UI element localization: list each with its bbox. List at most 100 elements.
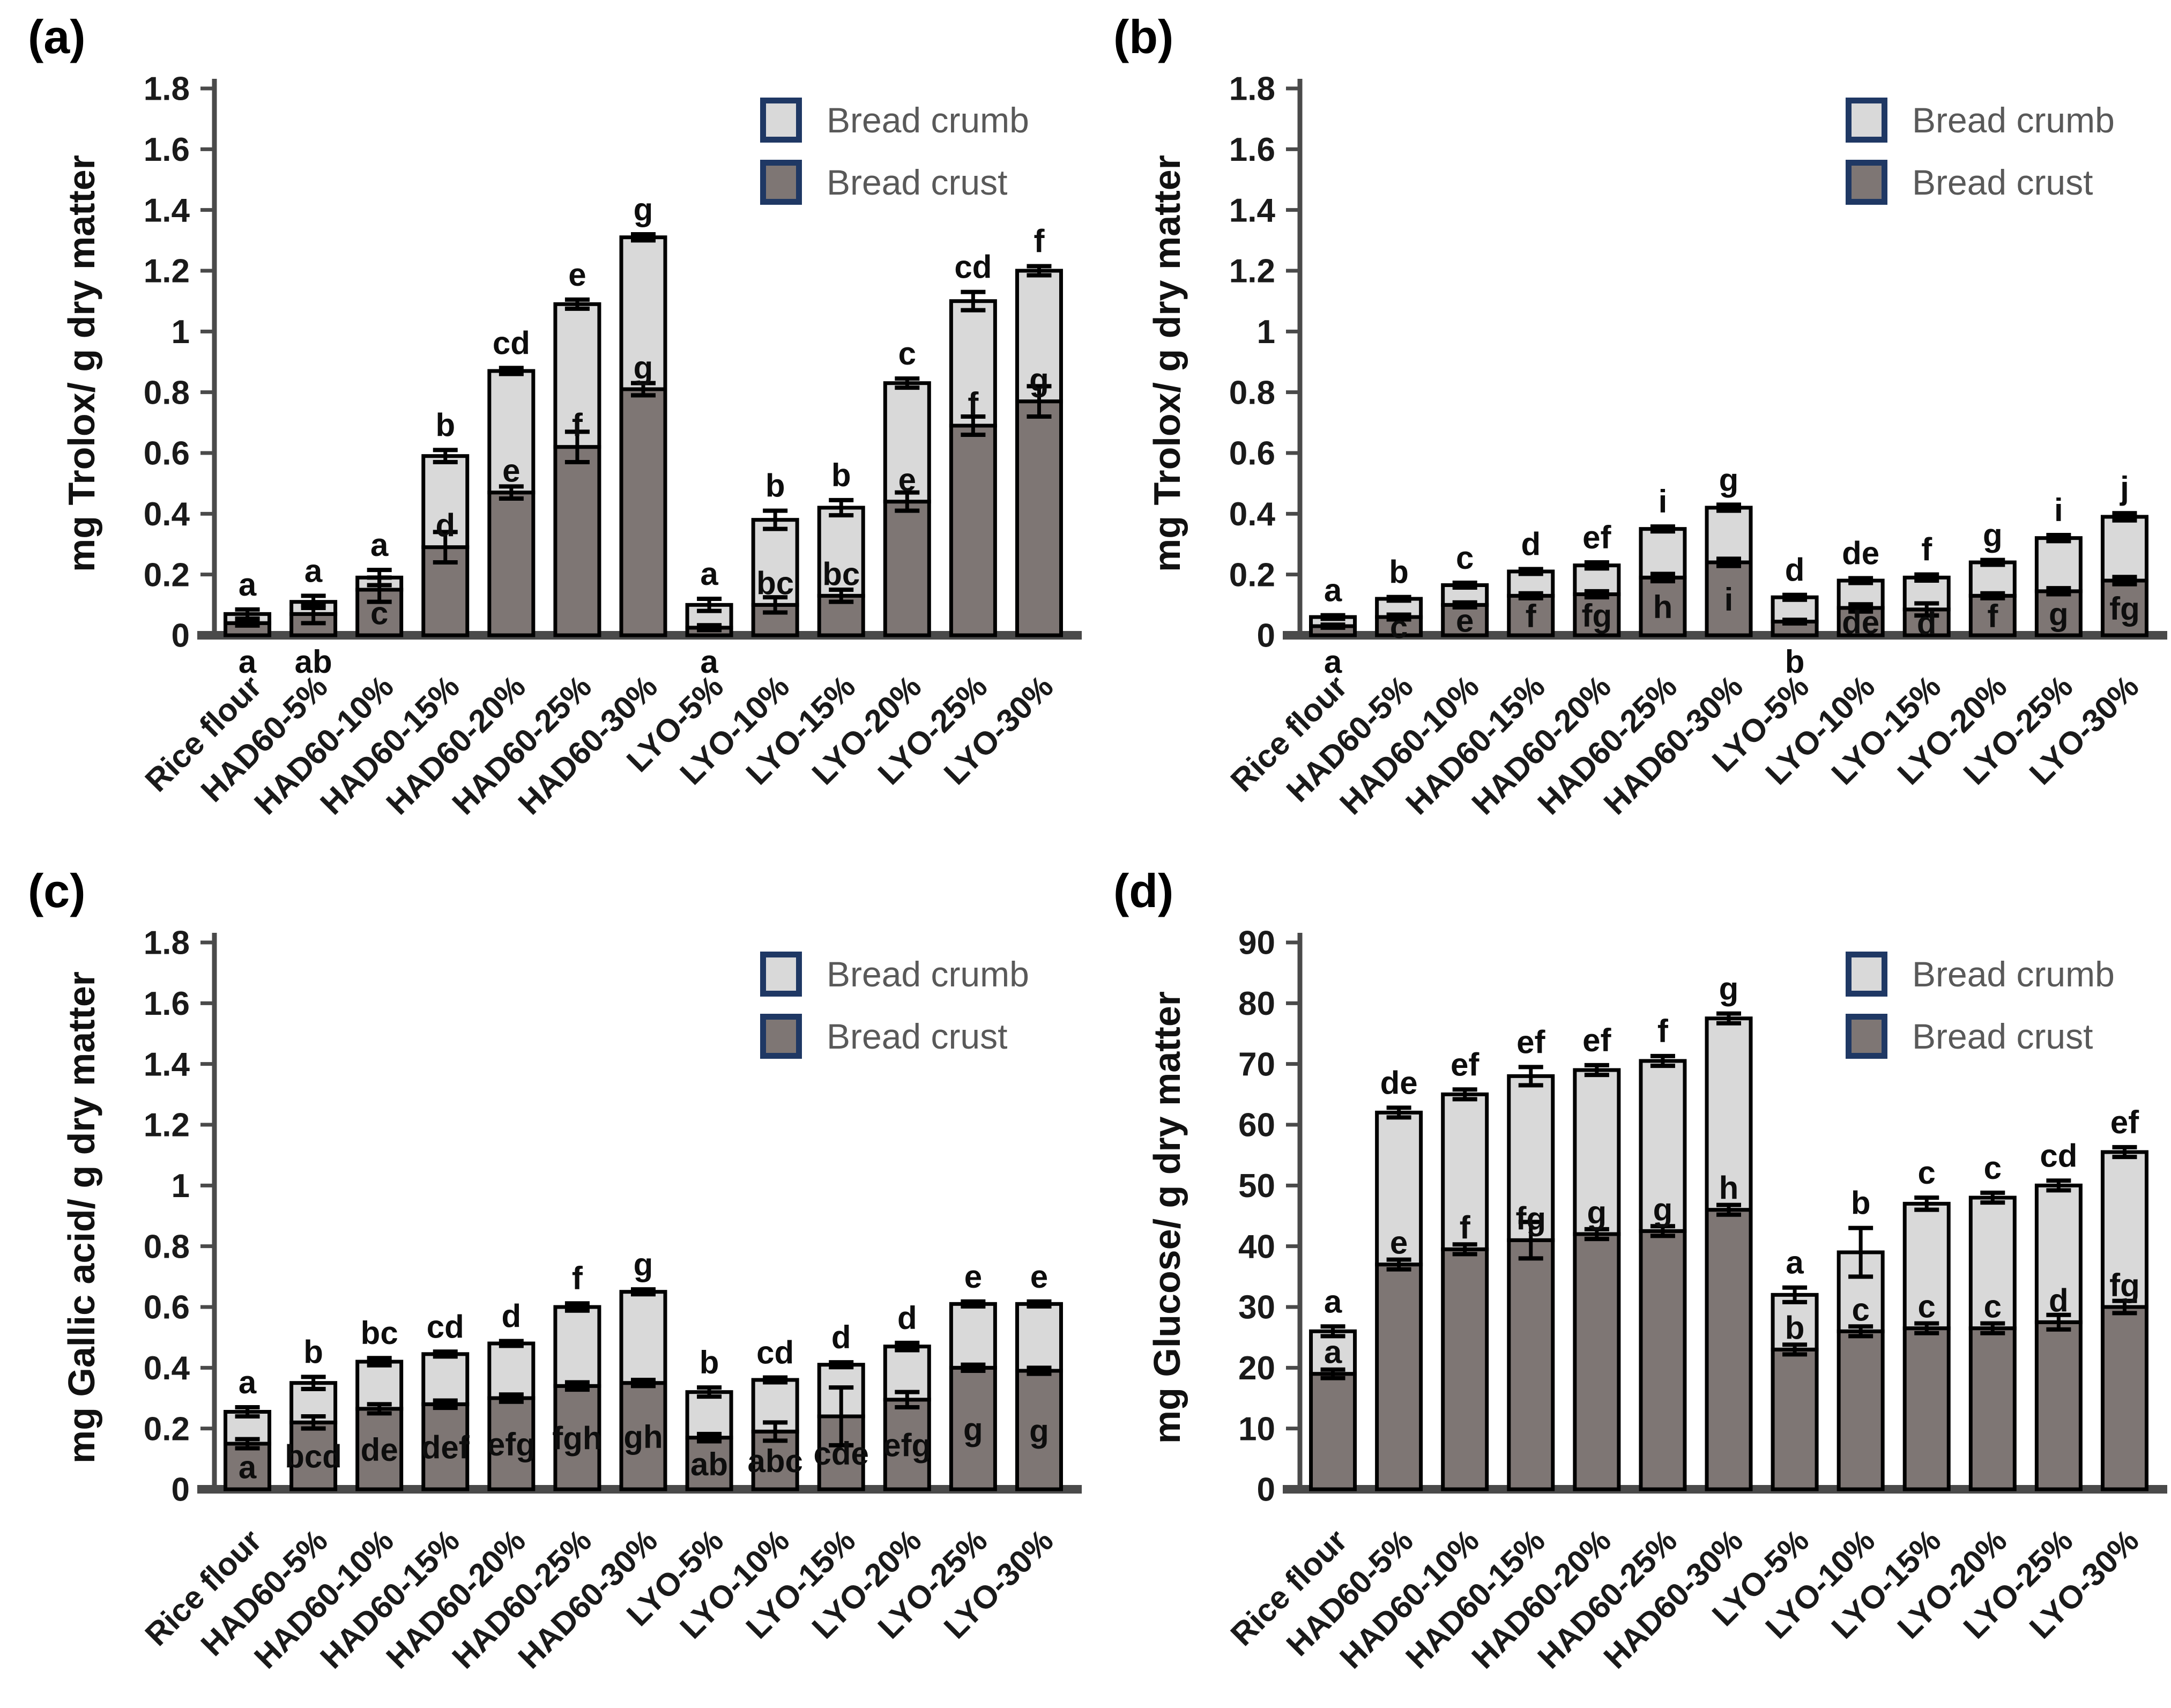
bar-segment-crust — [1375, 615, 1423, 637]
y-tick-label: 30 — [1238, 1289, 1275, 1326]
total-letter: b — [303, 1334, 323, 1370]
bar-segment-crust — [1771, 620, 1819, 637]
y-tick-label: 1 — [172, 314, 190, 351]
legend-label-crumb: Bread crumb — [827, 100, 1029, 140]
y-tick-label: 80 — [1238, 985, 1275, 1022]
y-axis-label: mg Trolox/ g dry matter — [1146, 155, 1188, 572]
y-tick-label: 70 — [1238, 1046, 1275, 1083]
bar-segment-crust — [883, 500, 931, 637]
total-letter: c — [898, 336, 916, 372]
y-tick-label: 0.4 — [144, 1350, 190, 1387]
total-letter: b — [1851, 1185, 1871, 1221]
y-tick-label: 0.2 — [144, 556, 190, 593]
y-tick-label: 0 — [172, 618, 190, 655]
bar-segment-crust — [1837, 1329, 1885, 1491]
crust-letter: bcd — [285, 1439, 342, 1475]
total-letter: d — [831, 1319, 851, 1355]
crust-letter: h — [1719, 1170, 1739, 1206]
legend-label-crust: Bread crust — [827, 162, 1008, 202]
y-tick-label: 90 — [1238, 925, 1275, 962]
bar-segment-crumb — [751, 518, 799, 607]
bar-segment-crust — [949, 1365, 997, 1491]
bar-segment-crumb — [421, 1352, 470, 1406]
crust-letter: b — [1785, 644, 1805, 680]
bar-segment-crust — [2100, 1305, 2148, 1491]
crust-letter: g — [1653, 1191, 1673, 1227]
crust-letter: abc — [747, 1443, 802, 1479]
total-letter: f — [1921, 532, 1932, 568]
crust-letter: g — [1587, 1194, 1607, 1230]
crust-letter: fg — [1582, 598, 1612, 634]
total-letter: de — [1380, 1065, 1418, 1101]
panel-b: (b) mg Trolox/ g dry matter Bread crumb … — [1086, 0, 2171, 854]
crust-letter: g — [2049, 596, 2069, 632]
crust-letter: g — [963, 1412, 983, 1447]
y-tick-label: 1.6 — [144, 131, 190, 168]
y-tick-label: 0.2 — [144, 1410, 190, 1447]
crust-letter: ab — [295, 644, 332, 680]
total-letter: f — [1657, 1013, 1669, 1049]
legend: Bread crumb Bread crust — [1846, 98, 2115, 222]
legend-row-crust: Bread crust — [1846, 160, 2115, 205]
crust-letter: a — [239, 644, 257, 680]
y-axis-label: mg Trolox/ g dry matter — [61, 155, 102, 572]
bar-segment-crumb — [1705, 506, 1753, 565]
y-tick-label: 0.4 — [144, 496, 190, 533]
total-letter: cd — [427, 1309, 464, 1345]
crust-letter: c — [1918, 1289, 1936, 1325]
total-letter: ef — [1451, 1046, 1479, 1082]
crust-letter: f — [968, 386, 979, 422]
y-axis-label: mg Glucose/ g dry matter — [1146, 991, 1188, 1444]
crust-letter: efg — [487, 1427, 536, 1462]
total-letter: cd — [2040, 1138, 2077, 1174]
total-letter: f — [572, 1260, 583, 1296]
bar-segment-crumb — [487, 1341, 536, 1400]
legend-label-crust: Bread crust — [1912, 1016, 2093, 1056]
total-letter: i — [2054, 492, 2063, 528]
panel-a: (a) mg Trolox/ g dry matter Bread crumb … — [0, 0, 1086, 854]
y-tick-label: 0.6 — [144, 1289, 190, 1326]
total-letter: ef — [1582, 1022, 1611, 1058]
y-tick-label: 1.4 — [144, 192, 190, 229]
y-tick-label: 0.8 — [144, 374, 190, 411]
panel-label: (c) — [28, 864, 86, 917]
crust-letter: d — [435, 508, 455, 544]
crust-letter: bc — [822, 556, 860, 592]
crust-letter: c — [1852, 1291, 1869, 1327]
bar-segment-crust — [487, 491, 536, 637]
total-letter: ef — [2110, 1104, 2139, 1140]
bar-segment-crust — [1705, 560, 1753, 637]
panel-c: (c) mg Gallic acid/ g dry matter Bread c… — [0, 854, 1086, 1708]
total-letter: b — [765, 468, 785, 504]
panel-label: (a) — [28, 10, 86, 63]
bar-segment-crumb — [1968, 560, 2017, 598]
y-tick-label: 1 — [172, 1168, 190, 1205]
bar-segment-crust — [289, 1420, 338, 1491]
crust-letter: c — [1390, 609, 1408, 645]
total-letter: c — [1984, 1150, 2002, 1186]
bar-segment-crust — [949, 424, 997, 637]
legend-label-crumb: Bread crumb — [827, 954, 1029, 994]
legend-row-crumb: Bread crumb — [1846, 952, 2115, 997]
bar-segment-crust — [685, 1436, 733, 1491]
bar-segment-crumb — [2100, 1150, 2148, 1309]
total-letter: a — [304, 553, 323, 589]
crust-letter: f — [1987, 598, 1998, 634]
crust-letter: de — [1842, 605, 1879, 641]
legend-row-crust: Bread crust — [760, 1014, 1029, 1059]
bar-segment-crumb — [553, 1305, 601, 1388]
bar-segment-crust — [1968, 593, 2017, 637]
y-tick-label: 0.6 — [144, 435, 190, 472]
total-letter: de — [1842, 535, 1879, 571]
bar-segment-crust — [1015, 1369, 1063, 1491]
crust-letter: e — [502, 453, 520, 489]
bar-segment-crumb — [685, 1390, 733, 1440]
crust-letter: c — [1984, 1289, 2002, 1325]
crust-letter: g — [634, 350, 653, 385]
total-letter: g — [634, 1246, 653, 1282]
total-letter: b — [700, 1345, 719, 1380]
y-tick-label: 1.6 — [1229, 131, 1275, 168]
total-letter: a — [700, 556, 718, 592]
